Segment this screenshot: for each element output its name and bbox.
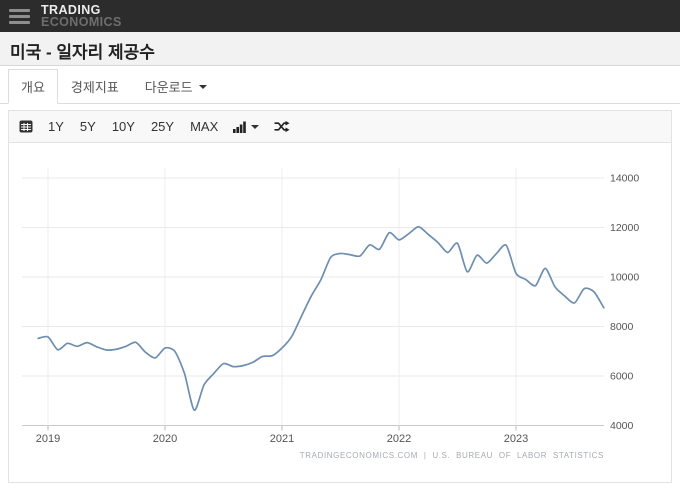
range-button-1y[interactable]: 1Y [48,119,64,134]
y-axis-label: 6000 [610,371,634,383]
x-axis-label: 2020 [153,433,177,445]
caret-down-icon [198,84,207,89]
chart-area: 14000 12000 10000 8000 6000 4000 2019 2020 2021 2… [9,143,671,482]
tab-label: 다운로드 [144,80,193,95]
chart-panel: 1Y 5Y 10Y 25Y MAX [8,110,672,483]
y-axis-label: 12000 [610,222,639,234]
range-button-max[interactable]: MAX [190,119,219,134]
x-axis-label: 2019 [36,433,60,445]
x-axis-label: 2021 [270,433,294,445]
y-axis-label: 8000 [610,321,634,333]
tab-indicators[interactable]: 경제지표 [58,69,132,104]
brand-logo[interactable]: TRADING ECONOMICS [41,3,122,29]
chart-attribution: TRADINGECONOMICS.COM | U.S. BUREAU OF LA… [299,451,604,460]
y-axis-label: 10000 [610,272,639,284]
tabs-nav: 개요 경제지표 다운로드 [0,66,680,104]
calendar-button[interactable] [19,120,33,133]
y-axis-label: 4000 [610,420,634,432]
range-button-5y[interactable]: 5Y [79,119,96,134]
range-button-10y[interactable]: 10Y [111,119,135,134]
x-axis-label: 2023 [504,433,528,445]
tab-download[interactable]: 다운로드 [132,69,220,104]
chart-toolbar: 1Y 5Y 10Y 25Y MAX [9,111,671,143]
tab-label: 경제지표 [70,80,119,95]
caret-down-icon [251,124,260,129]
x-axis-label: 2022 [387,433,411,445]
top-header: TRADING ECONOMICS [0,0,680,32]
chart-type-button[interactable] [233,120,260,133]
brand-line-2: ECONOMICS [41,15,122,29]
calendar-icon [19,120,33,133]
tab-label: 개요 [21,80,45,95]
page-title: 미국 - 일자리 제공수 [10,43,155,62]
series-line [37,225,605,412]
range-buttons-group: 1Y 5Y 10Y 25Y MAX [48,119,218,134]
tab-overview[interactable]: 개요 [8,69,58,104]
y-axis-label: 14000 [610,173,639,185]
hamburger-menu-icon[interactable] [9,8,30,24]
bar-chart-icon [233,120,247,133]
range-button-25y[interactable]: 25Y [150,119,175,134]
compare-button[interactable] [274,120,290,133]
title-bar: 미국 - 일자리 제공수 [0,32,680,66]
brand-line-1: TRADING [41,3,101,17]
line-chart-canvas[interactable]: 14000 12000 10000 8000 6000 4000 2019 2020 2021 2… [9,143,671,482]
shuffle-compare-icon [274,120,290,133]
